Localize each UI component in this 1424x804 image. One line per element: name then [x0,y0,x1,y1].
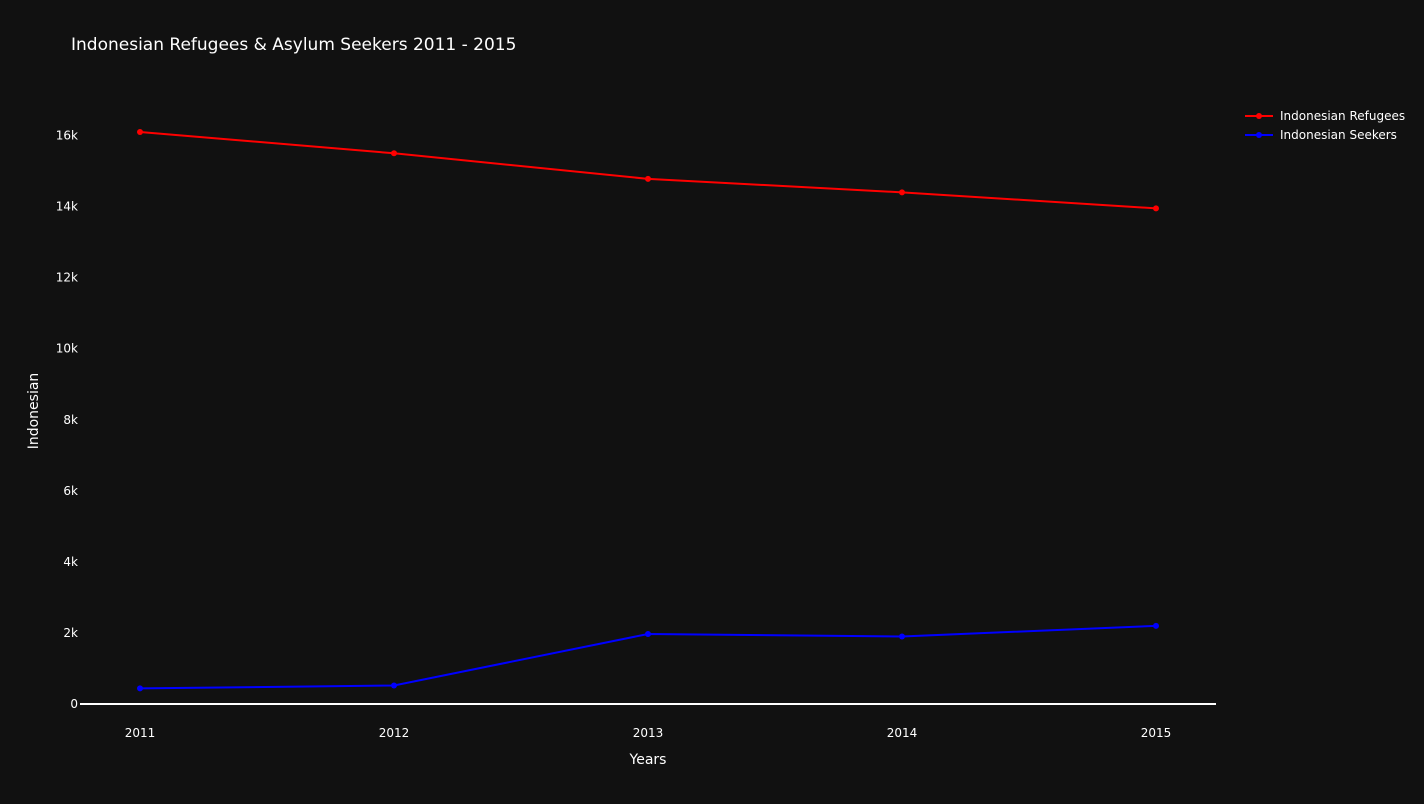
legend-marker [1256,113,1262,119]
x-tick-label: 2013 [633,726,664,740]
series-0 [137,128,1159,212]
data-point[interactable] [899,633,905,640]
y-tick-label: 8k [63,413,78,427]
data-point[interactable] [899,189,905,196]
data-point[interactable] [645,175,651,182]
y-tick-label: 16k [56,129,78,143]
y-tick-label: 12k [56,271,78,285]
y-axis-ticks: 0 2k 4k 6k 8k 10k 12k 14k 16k [56,129,78,711]
series-layer [137,128,1159,692]
data-point[interactable] [137,128,143,135]
x-axis-title: Years [629,752,667,768]
data-point[interactable] [391,150,397,157]
x-tick-label: 2012 [379,726,410,740]
y-tick-label: 4k [63,555,78,569]
x-tick-label: 2015 [1141,726,1172,740]
data-point[interactable] [391,682,397,689]
legend-marker [1256,132,1262,138]
y-tick-label: 6k [63,484,78,498]
data-point[interactable] [137,685,143,692]
data-point[interactable] [645,631,651,638]
data-point[interactable] [1153,205,1159,212]
y-axis-title: Indonesian [26,373,42,450]
series-1 [137,622,1159,692]
legend[interactable]: Indonesian Refugees Indonesian Seekers [1245,109,1405,142]
x-axis-ticks: 2011 2012 2013 2014 2015 [125,726,1172,740]
y-tick-label: 10k [56,342,78,356]
y-tick-label: 2k [63,626,78,640]
y-tick-label: 0 [70,697,78,711]
x-tick-label: 2011 [125,726,156,740]
legend-item[interactable]: Indonesian Seekers [1245,128,1397,142]
data-point[interactable] [1153,622,1159,629]
chart-title: Indonesian Refugees & Asylum Seekers 201… [71,35,516,55]
legend-item[interactable]: Indonesian Refugees [1245,109,1405,123]
legend-label: Indonesian Refugees [1280,109,1405,123]
legend-label: Indonesian Seekers [1280,128,1397,142]
y-tick-label: 14k [56,200,78,214]
x-tick-label: 2014 [887,726,918,740]
